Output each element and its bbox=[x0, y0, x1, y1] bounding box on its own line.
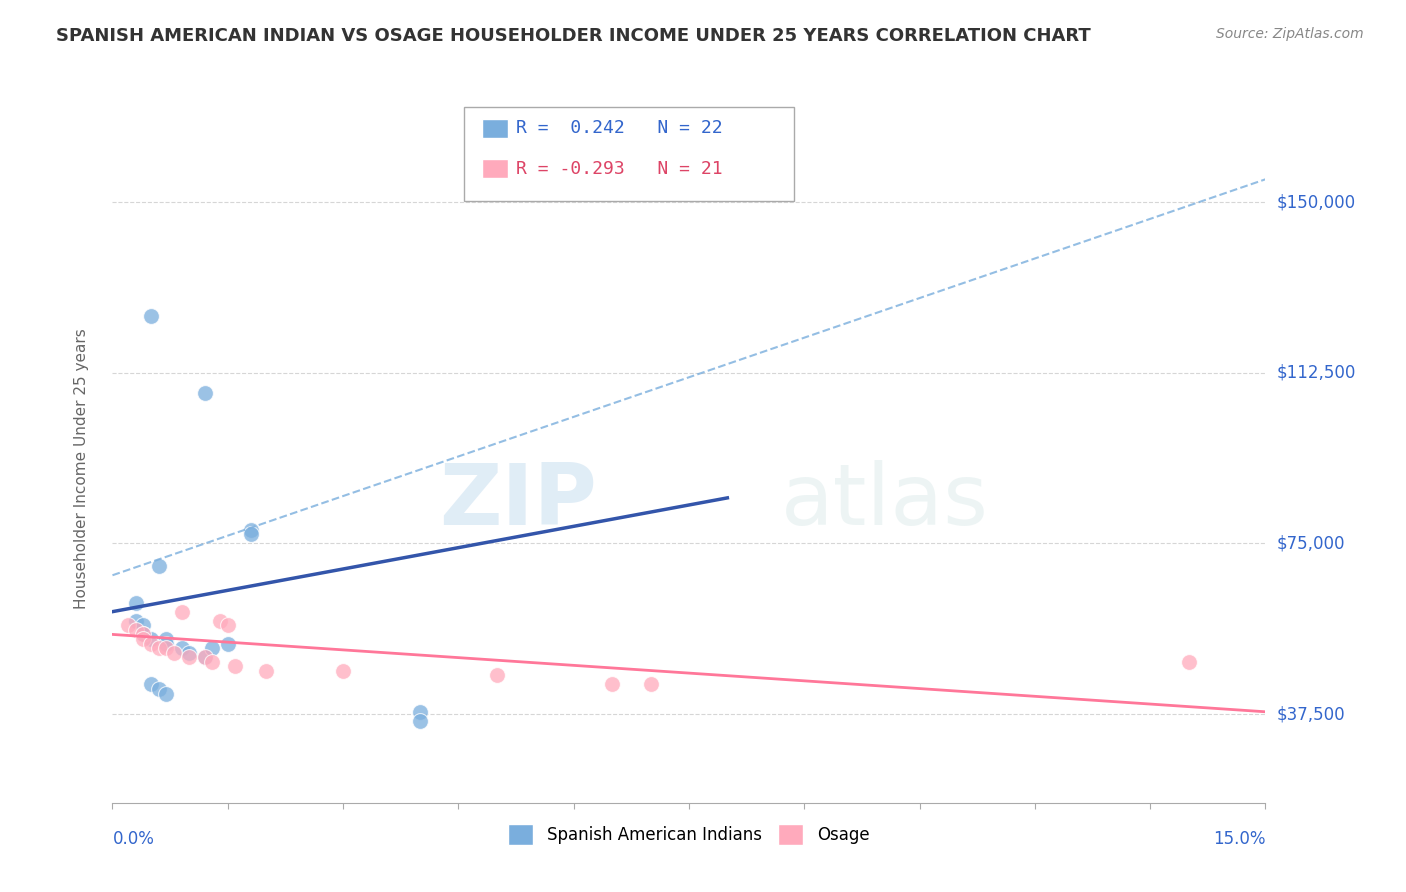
Point bbox=[124, 623, 146, 637]
Text: Source: ZipAtlas.com: Source: ZipAtlas.com bbox=[1216, 27, 1364, 41]
Point bbox=[194, 650, 217, 665]
Point bbox=[132, 627, 155, 641]
Y-axis label: Householder Income Under 25 years: Householder Income Under 25 years bbox=[75, 328, 89, 608]
Point bbox=[194, 650, 217, 665]
Point bbox=[1177, 655, 1199, 669]
Point bbox=[132, 632, 155, 646]
Point bbox=[600, 677, 623, 691]
Point bbox=[148, 681, 170, 696]
Point bbox=[409, 705, 432, 719]
Point bbox=[139, 636, 162, 650]
Text: $112,500: $112,500 bbox=[1277, 364, 1355, 382]
Point bbox=[239, 523, 262, 537]
Point bbox=[485, 668, 508, 682]
Point bbox=[132, 618, 155, 632]
Point bbox=[155, 687, 177, 701]
Point bbox=[201, 655, 224, 669]
Point bbox=[170, 641, 193, 656]
Point bbox=[224, 659, 246, 673]
Point bbox=[155, 636, 177, 650]
Point bbox=[139, 309, 162, 323]
Point bbox=[117, 618, 139, 632]
Point bbox=[179, 650, 201, 665]
Point bbox=[194, 386, 217, 401]
Point bbox=[148, 641, 170, 656]
Point bbox=[217, 618, 239, 632]
Point bbox=[209, 614, 232, 628]
Point bbox=[640, 677, 662, 691]
Text: $75,000: $75,000 bbox=[1277, 534, 1346, 552]
Text: atlas: atlas bbox=[782, 460, 990, 543]
Point bbox=[148, 559, 170, 574]
Point bbox=[332, 664, 354, 678]
Text: 15.0%: 15.0% bbox=[1213, 830, 1265, 847]
Point bbox=[139, 632, 162, 646]
Point bbox=[163, 646, 186, 660]
Point bbox=[179, 646, 201, 660]
Text: $150,000: $150,000 bbox=[1277, 193, 1355, 211]
Point bbox=[132, 627, 155, 641]
Text: R =  0.242   N = 22: R = 0.242 N = 22 bbox=[516, 120, 723, 137]
Point bbox=[139, 677, 162, 691]
Point bbox=[170, 605, 193, 619]
Point bbox=[155, 632, 177, 646]
Point bbox=[254, 664, 277, 678]
Text: R = -0.293   N = 21: R = -0.293 N = 21 bbox=[516, 160, 723, 178]
Point bbox=[124, 596, 146, 610]
Text: $37,500: $37,500 bbox=[1277, 705, 1346, 723]
Text: ZIP: ZIP bbox=[439, 460, 596, 543]
Point bbox=[409, 714, 432, 728]
Text: SPANISH AMERICAN INDIAN VS OSAGE HOUSEHOLDER INCOME UNDER 25 YEARS CORRELATION C: SPANISH AMERICAN INDIAN VS OSAGE HOUSEHO… bbox=[56, 27, 1091, 45]
Legend: Spanish American Indians, Osage: Spanish American Indians, Osage bbox=[502, 818, 876, 851]
Text: 0.0%: 0.0% bbox=[112, 830, 155, 847]
Point bbox=[201, 641, 224, 656]
Point bbox=[155, 641, 177, 656]
Point bbox=[217, 636, 239, 650]
Point bbox=[124, 614, 146, 628]
Point bbox=[239, 527, 262, 541]
